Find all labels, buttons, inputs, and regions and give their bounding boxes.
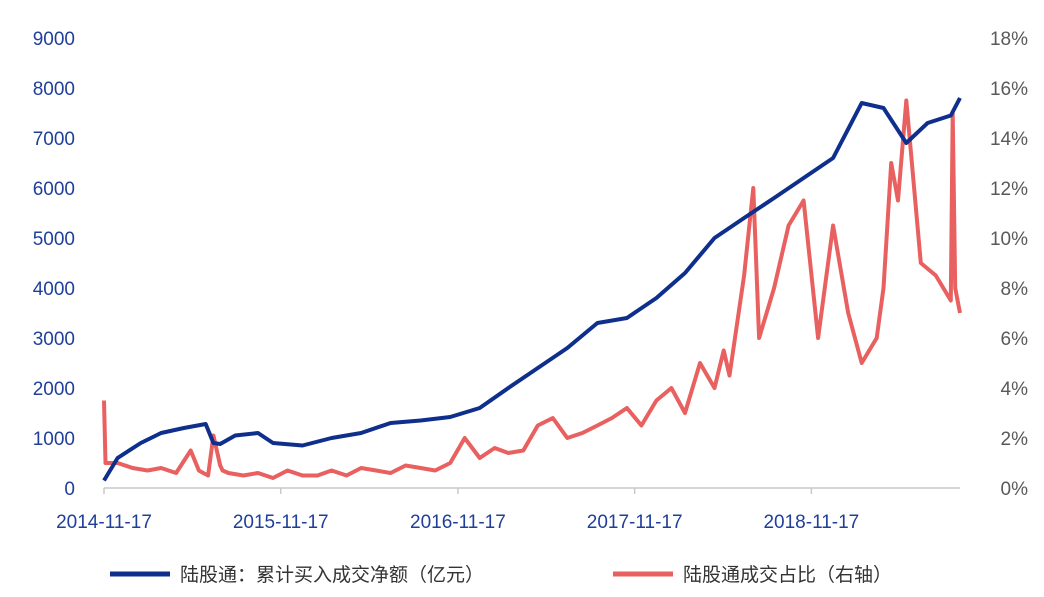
- x-tick-label: 2014-11-17: [56, 512, 152, 533]
- y-right-tick-label: 16%: [990, 79, 1028, 100]
- x-axis-ticks: 2014-11-17 2015-11-17 2016-11-17 2017-11-17…: [56, 488, 859, 533]
- series-line-red: [102, 98, 962, 480]
- y-left-tick-label: 0: [64, 479, 75, 500]
- y-right-tick-label: 0%: [1001, 479, 1029, 500]
- x-tick-label: 2016-11-17: [410, 512, 506, 533]
- y-right-tick-label: 2%: [1001, 429, 1029, 450]
- y-right-tick-label: 8%: [1001, 279, 1029, 300]
- y-left-tick-label: 9000: [33, 29, 75, 50]
- y-axis-left-ticks: 0 1000 2000 3000 4000 5000 6000 7000 8000 9000: [33, 29, 75, 500]
- x-tick-label: 2018-11-17: [763, 512, 859, 533]
- y-right-tick-label: 14%: [990, 129, 1028, 150]
- y-left-tick-label: 2000: [33, 379, 75, 400]
- x-tick-label: 2015-11-17: [233, 512, 329, 533]
- y-right-tick-label: 18%: [990, 29, 1028, 50]
- y-left-tick-label: 1000: [33, 429, 75, 450]
- y-right-tick-label: 10%: [990, 229, 1028, 250]
- y-left-tick-label: 7000: [33, 129, 75, 150]
- y-right-tick-label: 4%: [1001, 379, 1029, 400]
- y-left-tick-label: 8000: [33, 79, 75, 100]
- series-line-blue: [102, 97, 962, 482]
- legend: 陆股通：累计买入成交净额（亿元） 陆股通成交占比（右轴）: [110, 564, 892, 586]
- x-tick-label: 2017-11-17: [587, 512, 683, 533]
- y-left-tick-label: 3000: [33, 329, 75, 350]
- legend-label-red: 陆股通成交占比（右轴）: [683, 564, 892, 586]
- legend-label-blue: 陆股通：累计买入成交净额（亿元）: [180, 564, 484, 586]
- y-left-tick-label: 6000: [33, 179, 75, 200]
- y-right-tick-label: 6%: [1001, 329, 1029, 350]
- y-left-tick-label: 4000: [33, 279, 75, 300]
- y-left-tick-label: 5000: [33, 229, 75, 250]
- y-axis-right-ticks: 0% 2% 4% 6% 8% 10% 12% 14% 16% 18%: [990, 29, 1028, 500]
- y-right-tick-label: 12%: [990, 179, 1028, 200]
